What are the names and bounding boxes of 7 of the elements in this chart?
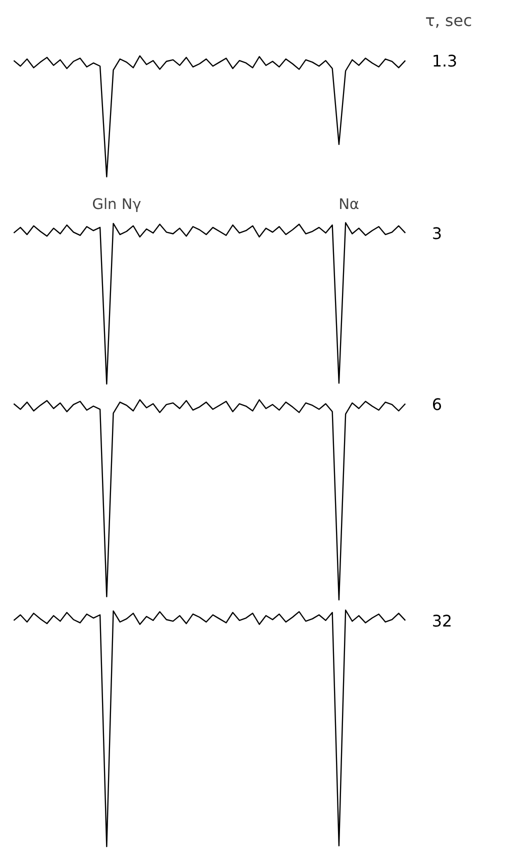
series-label: 6	[432, 394, 442, 414]
annotation: Nα	[338, 196, 360, 214]
series-label: 1.3	[432, 52, 458, 71]
series-label: 3	[432, 224, 442, 243]
series-label: 32	[432, 611, 452, 630]
annotation: Gln Nγ	[92, 196, 142, 214]
legend-title: τ, sec	[425, 10, 472, 30]
